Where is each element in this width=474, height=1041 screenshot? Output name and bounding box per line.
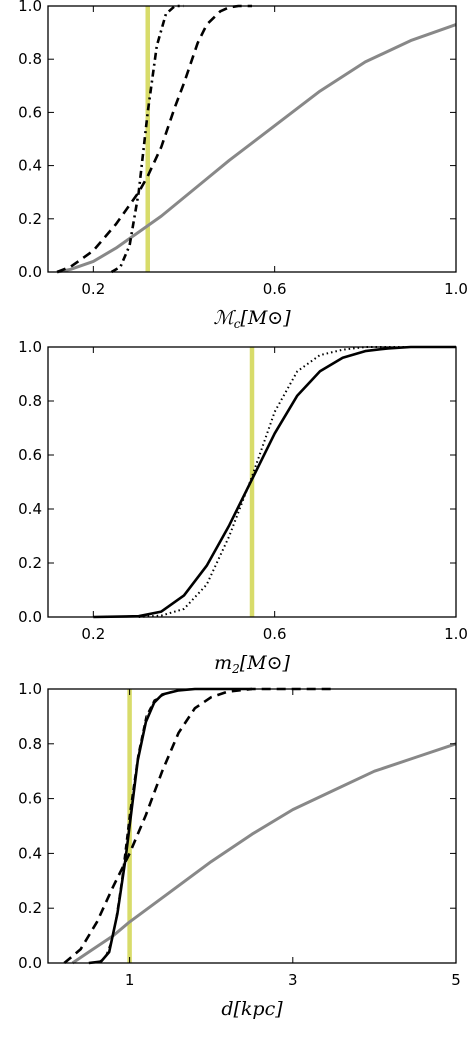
panel-1-series-2-line — [56, 4, 252, 274]
panel-3-series-3-line — [88, 687, 252, 965]
panel-2-xtick-label: 0.6 — [263, 625, 287, 643]
panel-3-frame — [47, 688, 457, 964]
panel-3-series-4-line — [96, 688, 212, 964]
panel-1-series-1-line — [56, 23, 457, 274]
panel-3-ytick-label: 0.2 — [18, 899, 42, 917]
panel-1-xlabel: ℳc[M⊙] — [213, 307, 291, 331]
panel-1-frame — [47, 5, 457, 273]
panel-1-xtick-label: 1.0 — [444, 280, 468, 298]
panel-3-ytick-label: 0.8 — [18, 735, 42, 753]
panel-3-ytick-label: 0.4 — [18, 844, 42, 862]
panel-3-xtick-label: 3 — [288, 971, 298, 989]
panel-3-ytick-label: 0.6 — [18, 790, 42, 808]
panel-2-xlabel: m2[M⊙] — [214, 652, 290, 676]
panel-2-ytick-label: 0.8 — [18, 392, 42, 410]
panel-1-xtick-label: 0.6 — [263, 280, 287, 298]
panel-3-series-1-line — [71, 742, 457, 965]
panel-2-ytick-label: 1.0 — [18, 338, 42, 356]
panel-2-frame — [47, 346, 457, 618]
panel-3-ytick-label: 1.0 — [18, 680, 42, 698]
panel-2-series-2-line — [138, 346, 456, 618]
panel-1-series-3-line — [110, 4, 184, 274]
panel-1-ytick-label: 0.8 — [18, 50, 42, 68]
panel-2-ytick-label: 0.4 — [18, 500, 42, 518]
panel-1-xtick-label: 0.2 — [81, 280, 105, 298]
panel-3-xtick-label: 5 — [451, 971, 461, 989]
panel-3-ytick-label: 0.0 — [18, 954, 42, 972]
panel-1-ytick-label: 0.6 — [18, 103, 42, 121]
panel-3-xlabel: d[kpc] — [221, 998, 283, 1020]
panel-1-ytick-label: 0.0 — [18, 263, 42, 281]
panel-2-ytick-label: 0.0 — [18, 608, 42, 626]
panel-3-xtick-label: 1 — [125, 971, 135, 989]
panel-2-series-1-line — [93, 345, 456, 619]
panel-2-xtick-label: 0.2 — [81, 625, 105, 643]
panel-2-ytick-label: 0.6 — [18, 446, 42, 464]
panel-3-series-2-line — [63, 687, 334, 964]
panel-2-ytick-label: 0.2 — [18, 554, 42, 572]
panel-1-ytick-label: 1.0 — [18, 0, 42, 15]
panel-1-ytick-label: 0.2 — [18, 210, 42, 228]
panel-1-ytick-label: 0.4 — [18, 157, 42, 175]
panel-2-xtick-label: 1.0 — [444, 625, 468, 643]
